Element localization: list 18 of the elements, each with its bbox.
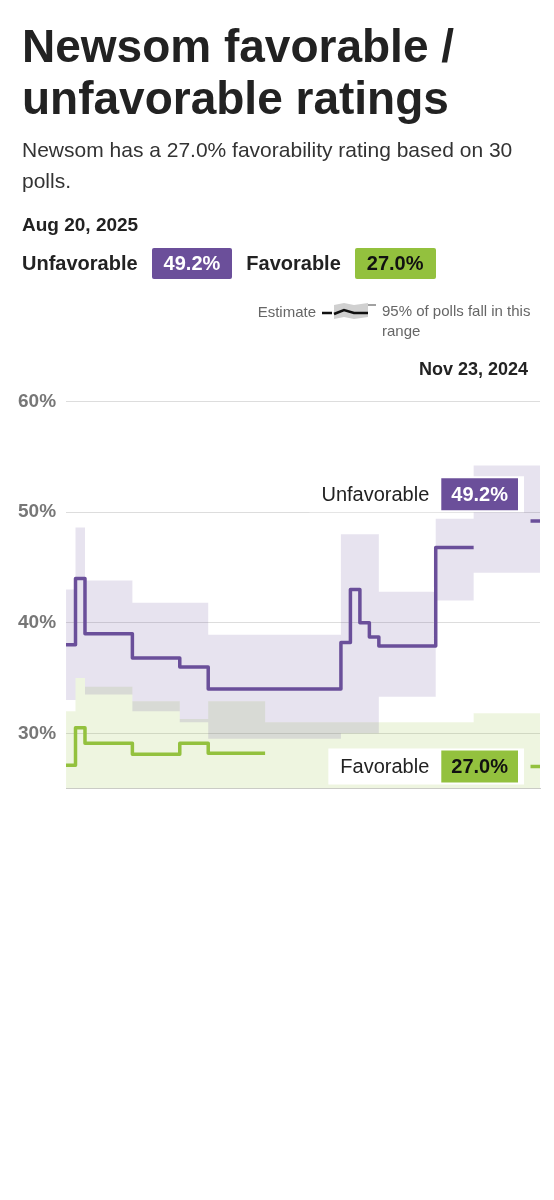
legend-label: Favorable — [340, 754, 430, 777]
text: Estimate — [257, 303, 316, 320]
y-tick-label: 40% — [18, 610, 57, 632]
text: Favorable — [246, 252, 341, 274]
chart-subtitle: Newsom has a 27.0% favorability rating based on 30 polls. — [22, 137, 514, 194]
text: 95% of polls fall in this range — [382, 301, 532, 341]
text: Unfavorable — [22, 252, 138, 274]
y-tick-label: 30% — [18, 721, 57, 743]
text: 49.2% — [163, 252, 221, 274]
text: 27.0% — [366, 252, 424, 274]
y-tick-label: 60% — [18, 389, 57, 411]
data-label: 49.2% — [451, 482, 509, 505]
chart-title: Newsom favorable / unfavorable ratings — [22, 20, 456, 124]
data-label: 27.0% — [451, 754, 509, 777]
text: Nov 23, 2024 — [417, 359, 528, 380]
y-tick-label: 50% — [18, 500, 57, 522]
legend-label: Unfavorable — [321, 482, 430, 505]
text: Aug 20, 2025 — [22, 214, 140, 236]
